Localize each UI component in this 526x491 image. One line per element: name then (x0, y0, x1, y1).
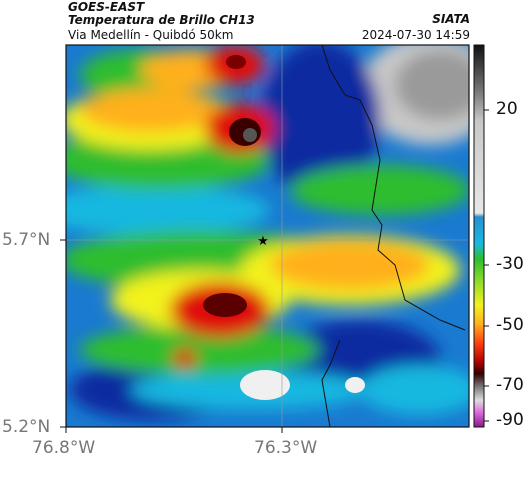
border-line (321, 45, 466, 427)
brightness-temperature-image (66, 45, 469, 427)
colorbar-tick: -90 (496, 410, 524, 430)
route-subtitle: Via Medellín - Quibdó 50km (68, 28, 234, 42)
datetime-label: 2024-07-30 14:59 (361, 28, 470, 42)
satellite-title: GOES-EAST (68, 0, 145, 14)
source-label: SIATA (432, 12, 470, 26)
station-star-icon: ★ (257, 234, 269, 249)
colorbar-tick: 20 (496, 99, 518, 119)
colorbar-tick: -50 (496, 315, 524, 335)
lat-label: 5.2°N (2, 417, 51, 437)
colorbar-tick: -30 (496, 254, 524, 274)
colorbar-tick: -70 (496, 375, 524, 395)
lon-label: 76.8°W (32, 438, 96, 458)
colorbar (473, 44, 485, 428)
lat-label: 5.7°N (2, 230, 51, 250)
product-title: Temperatura de Brillo CH13 (68, 13, 255, 27)
lon-label: 76.3°W (254, 438, 318, 458)
